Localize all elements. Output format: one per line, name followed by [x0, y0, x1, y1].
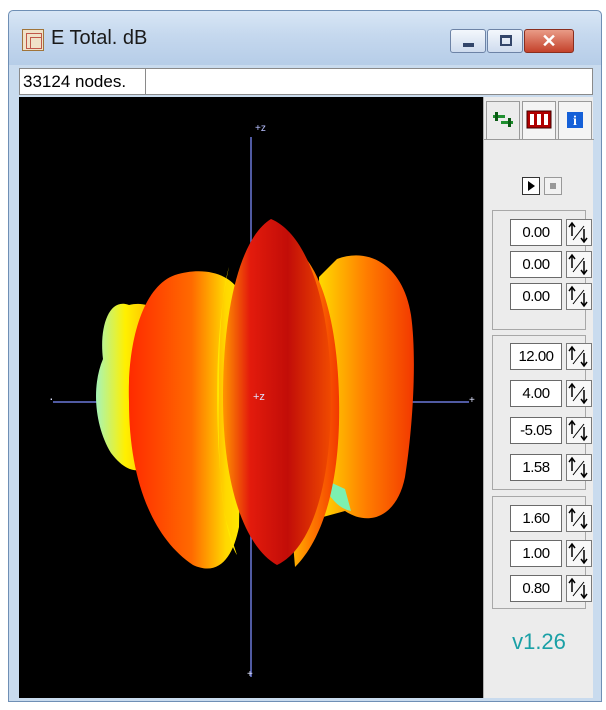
play-button[interactable]	[522, 177, 540, 195]
rotation-z-spin-icon[interactable]	[566, 283, 592, 310]
y-axis-label: +	[469, 395, 475, 406]
scale-y-field[interactable]: 1.00	[510, 540, 562, 567]
neg-z-axis-label: +	[247, 669, 253, 680]
x-axis-label: ·	[49, 390, 54, 406]
rotation-x-spin-icon[interactable]	[566, 219, 592, 246]
controls-tab-icon	[493, 112, 513, 127]
status-bar: 33124 nodes.	[19, 68, 593, 95]
view-distance-field[interactable]: 12.00	[510, 343, 562, 370]
scale-group: 1.60 1.00 0.80	[492, 496, 592, 609]
app-cube-icon	[22, 29, 44, 51]
lobe-center	[223, 219, 331, 565]
info-tab-icon: i	[567, 112, 583, 129]
close-button[interactable]: ✕	[524, 29, 574, 53]
rotation-y-spin-icon[interactable]	[566, 251, 592, 278]
tab-colorbars[interactable]	[522, 101, 556, 139]
origin-label: +z	[253, 391, 265, 403]
maximize-icon	[500, 35, 512, 46]
view-zoom-field[interactable]: 1.58	[510, 454, 562, 481]
title-bar[interactable]: E Total. dB ✕	[9, 11, 601, 65]
svg-text:i: i	[573, 114, 577, 129]
node-count: 33124 nodes.	[20, 69, 146, 94]
version-label: v1.26	[512, 629, 566, 654]
view-group: 12.00 4.00 -5.05 1.58	[492, 335, 592, 490]
view-azimuth-spin-icon[interactable]	[566, 417, 592, 444]
view-elevation-spin-icon[interactable]	[566, 380, 592, 407]
rotation-x-field[interactable]: 0.00	[510, 219, 562, 246]
scale-y-spin-icon[interactable]	[566, 540, 592, 567]
tab-info[interactable]: i	[558, 101, 592, 139]
lobe-left	[128, 271, 243, 569]
rotation-y-field[interactable]: 0.00	[510, 251, 562, 278]
rotation-group: 0.00 0.00 0.00	[492, 210, 592, 330]
stop-button[interactable]	[544, 177, 562, 195]
close-icon: ✕	[541, 31, 557, 51]
scale-x-spin-icon[interactable]	[566, 505, 592, 532]
lobe-right-outer	[319, 255, 414, 519]
view-distance-spin-icon[interactable]	[566, 343, 592, 370]
rotation-z-field[interactable]: 0.00	[510, 283, 562, 310]
view-azimuth-field[interactable]: -5.05	[510, 417, 562, 444]
control-panel: i 0.00 0.00 0.00 12.00 4.00 -5.05 1.58 1…	[483, 97, 594, 698]
z-axis-label: +z	[255, 123, 266, 134]
window-title: E Total. dB	[51, 27, 148, 49]
minimize-icon	[463, 43, 474, 47]
tab-divider	[484, 139, 594, 140]
scale-x-field[interactable]: 1.60	[510, 505, 562, 532]
view-zoom-spin-icon[interactable]	[566, 454, 592, 481]
radiation-pattern-plot: +z +z + · +	[49, 123, 475, 680]
view-elevation-field[interactable]: 4.00	[510, 380, 562, 407]
maximize-button[interactable]	[487, 29, 523, 53]
3d-viewport[interactable]: +z +z + · +	[19, 97, 483, 698]
colorbars-tab-icon	[526, 110, 552, 129]
minimize-button[interactable]	[450, 29, 486, 53]
tab-controls[interactable]	[486, 101, 520, 139]
scale-z-field[interactable]: 0.80	[510, 575, 562, 602]
scale-z-spin-icon[interactable]	[566, 575, 592, 602]
app-window: E Total. dB ✕ 33124 nodes.	[8, 10, 602, 702]
